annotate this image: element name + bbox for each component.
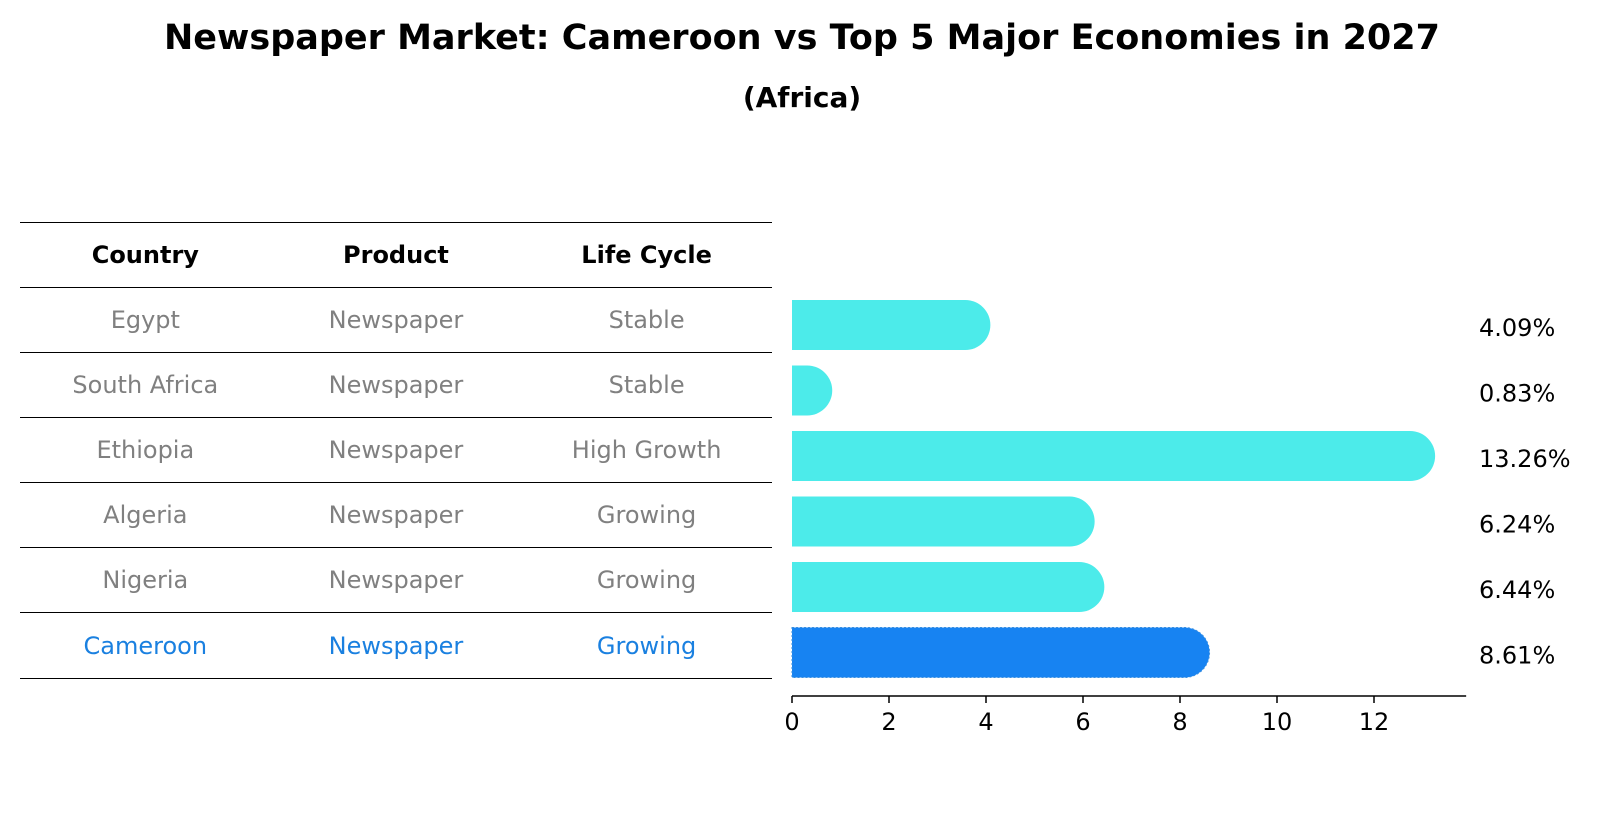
data-table: Country Product Life Cycle Egypt Newspap… — [20, 222, 772, 679]
x-tick-label: 2 — [881, 708, 896, 736]
table-header-row: Country Product Life Cycle — [20, 222, 772, 287]
value-label: 6.24% — [1479, 511, 1555, 539]
x-tick-label: 10 — [1262, 708, 1293, 736]
cell-country: Nigeria — [102, 566, 189, 594]
cell-country: South Africa — [72, 371, 219, 399]
cell-life-cycle: Growing — [596, 566, 697, 594]
cell-product: Newspaper — [328, 631, 464, 660]
chart-subtitle: (Africa) — [742, 81, 862, 114]
cell-country: Egypt — [110, 306, 180, 334]
cell-life-cycle: Stable — [608, 306, 685, 334]
bar-highlighted — [791, 627, 1210, 678]
bar — [792, 496, 1095, 547]
x-tick-label: 0 — [784, 708, 799, 736]
table-row: South Africa Newspaper Stable — [20, 352, 772, 417]
cell-product: Newspaper — [328, 371, 464, 399]
header-product: Product — [343, 241, 449, 269]
x-tick-label: 6 — [1075, 708, 1090, 736]
cell-product: Newspaper — [328, 306, 464, 334]
value-label: 0.83% — [1479, 380, 1555, 408]
value-label: 13.26% — [1479, 445, 1571, 473]
cell-country: Cameroon — [83, 631, 208, 660]
header-life-cycle: Life Cycle — [581, 241, 712, 269]
table-row: Algeria Newspaper Growing — [20, 482, 772, 547]
cell-country: Ethiopia — [96, 436, 195, 464]
cell-life-cycle: Stable — [608, 371, 685, 399]
x-tick-label: 8 — [1172, 708, 1187, 736]
x-tick-label: 12 — [1359, 708, 1390, 736]
bar — [792, 562, 1105, 612]
bar — [792, 365, 833, 416]
chart-title: Newspaper Market: Cameroon vs Top 5 Majo… — [164, 18, 1440, 58]
value-label: 4.09% — [1479, 314, 1555, 342]
cell-life-cycle: Growing — [596, 501, 697, 529]
cell-product: Newspaper — [328, 566, 464, 594]
cell-life-cycle: High Growth — [571, 436, 722, 464]
cell-product: Newspaper — [328, 501, 464, 529]
cell-life-cycle: Growing — [596, 631, 697, 660]
value-label: 8.61% — [1479, 642, 1555, 670]
x-tick-label: 4 — [978, 708, 993, 736]
cell-country: Algeria — [103, 501, 188, 529]
table-row: Ethiopia Newspaper High Growth — [20, 417, 772, 482]
table-row-highlighted: Cameroon Newspaper Growing — [20, 612, 772, 679]
table-row: Nigeria Newspaper Growing — [20, 547, 772, 612]
bar — [792, 300, 991, 350]
bar — [792, 431, 1436, 481]
table-row: Egypt Newspaper Stable — [20, 287, 772, 352]
header-country: Country — [91, 241, 199, 269]
cell-product: Newspaper — [328, 436, 464, 464]
value-label: 6.44% — [1479, 576, 1555, 604]
